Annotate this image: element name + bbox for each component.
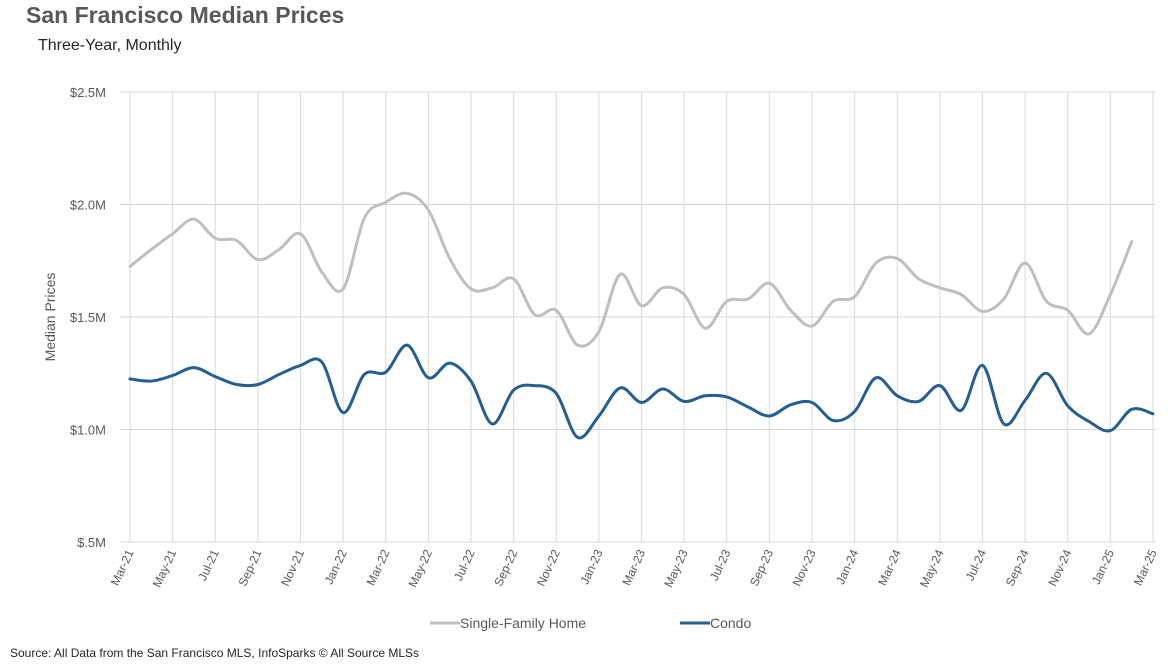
x-tick-label: May-24 [917, 547, 947, 589]
x-tick-label: Sep-24 [1003, 547, 1032, 588]
y-axis-ticks: $.5M $1.0M $1.5M $2.0M $2.5M [70, 85, 106, 550]
x-tick-label: Mar-24 [875, 547, 904, 588]
legend-label-condo: Condo [710, 615, 751, 631]
x-tick-label: Jul-24 [963, 547, 990, 583]
x-tick-label: Sep-22 [491, 547, 520, 588]
x-tick-label: Sep-23 [747, 547, 776, 588]
x-tick-label: Mar-21 [108, 547, 137, 588]
y-tick-label: $.5M [77, 535, 106, 550]
line-chart: $.5M $1.0M $1.5M $2.0M $2.5M Mar-21 May-21 Jul… [42, 85, 1160, 631]
chart-title: San Francisco Median Prices [26, 2, 345, 28]
x-tick-label: Sep-21 [236, 547, 265, 588]
x-tick-label: Mar-23 [619, 547, 648, 588]
y-tick-label: $2.0M [70, 198, 106, 213]
chart-subtitle: Three-Year, Monthly [38, 37, 182, 54]
y-axis-title: Median Prices [42, 273, 58, 362]
x-tick-label: Jan-22 [322, 547, 350, 586]
x-axis-ticks: Mar-21 May-21 Jul-21 Sep-21 Nov-21 Jan-22 Mar-… [108, 547, 1160, 589]
x-tick-label: May-23 [661, 547, 691, 589]
legend-label-single-family-home: Single-Family Home [460, 615, 586, 631]
x-tick-label: May-21 [150, 547, 180, 589]
x-tick-label: Jul-23 [707, 547, 734, 583]
x-tick-label: Jan-24 [833, 547, 861, 586]
x-tick-label: Jul-21 [195, 547, 222, 583]
legend: Single-Family Home Condo [430, 615, 751, 631]
x-tick-label: Nov-23 [790, 547, 819, 588]
source-note: Source: All Data from the San Francisco … [10, 646, 420, 660]
x-tick-label: Nov-21 [278, 547, 307, 588]
x-tick-label: May-22 [405, 547, 435, 589]
x-tick-label: Nov-24 [1045, 547, 1074, 588]
x-tick-label: Mar-25 [1131, 547, 1160, 588]
x-tick-label: Nov-22 [534, 547, 563, 588]
x-tick-label: Jan-23 [577, 547, 605, 586]
x-tick-label: Jan-25 [1089, 547, 1117, 586]
series-line-single-family-home [128, 191, 1134, 348]
y-tick-label: $1.0M [70, 423, 106, 438]
x-tick-label: Jul-22 [451, 547, 478, 583]
y-tick-label: $2.5M [70, 85, 106, 100]
y-tick-label: $1.5M [70, 310, 106, 325]
x-tick-label: Mar-22 [364, 547, 393, 588]
gridlines [120, 91, 1156, 543]
series-line-condo [128, 343, 1155, 440]
series-lines [128, 191, 1155, 440]
